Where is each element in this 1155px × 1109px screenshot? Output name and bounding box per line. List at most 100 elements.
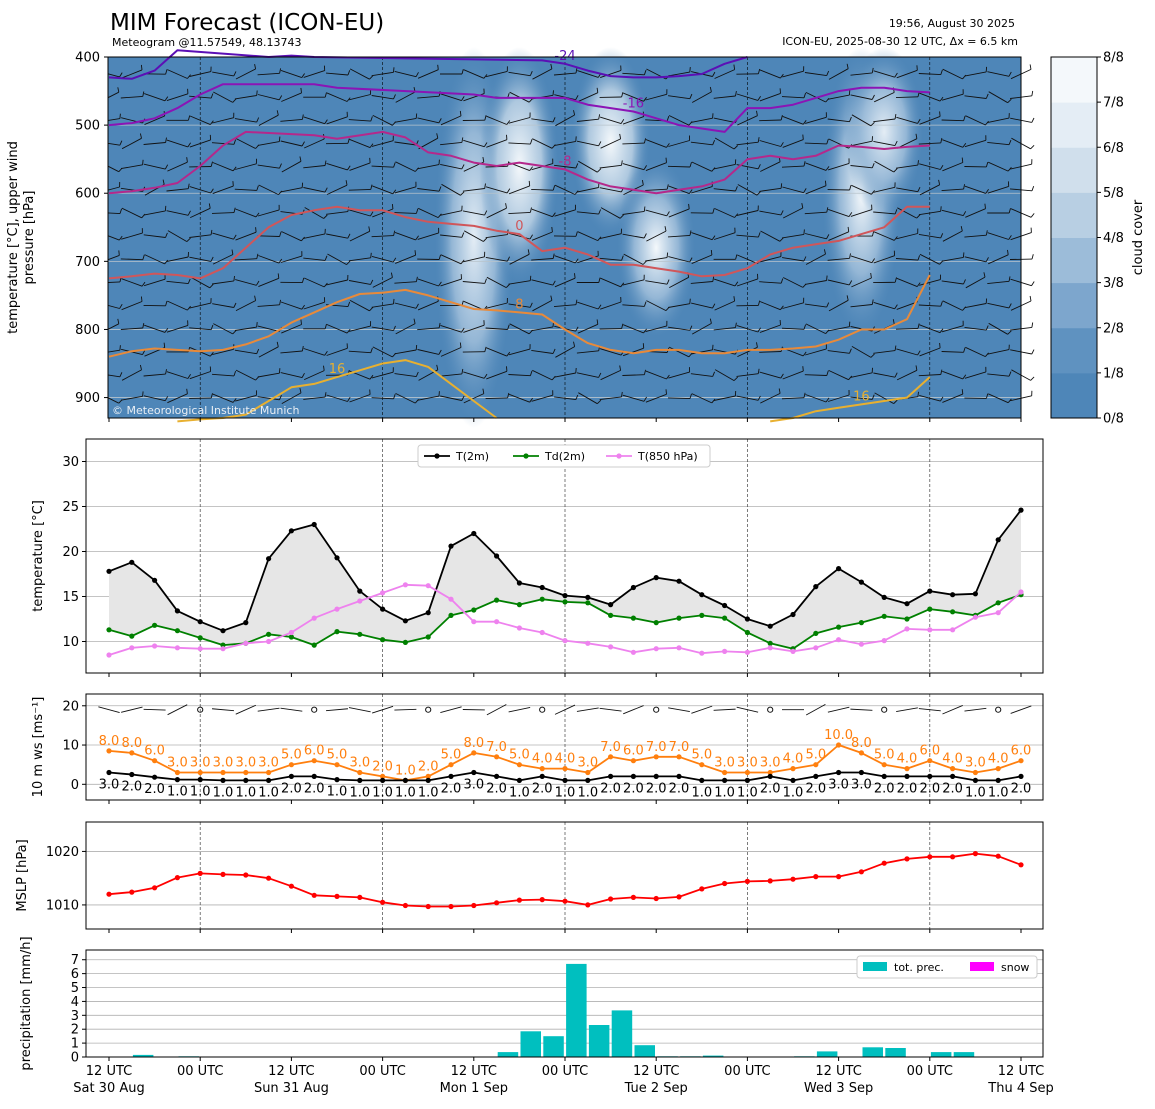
mean-wind-point [790, 778, 795, 783]
surface-wind-barb [668, 708, 690, 712]
series-point [585, 641, 590, 646]
colorbar-tick-label: 4/8 [1103, 231, 1124, 246]
wind-barb-flag [120, 114, 121, 119]
mean-wind-point [722, 778, 727, 783]
series-point [243, 641, 248, 646]
x-tick-label: 00 UTC [724, 1064, 770, 1079]
gust-data-label: 5.0 [691, 748, 712, 763]
mslp-point [198, 871, 203, 876]
gust-data-label: 3.0 [349, 756, 370, 771]
wind-barb-flag [416, 345, 417, 350]
surface-wind-barb [236, 705, 256, 714]
mslp-panel-frame [86, 822, 1043, 929]
mslp-point [220, 872, 225, 877]
series-point [129, 560, 134, 565]
series-point [540, 585, 545, 590]
series-point [676, 616, 681, 621]
mean-wind-data-label: 1.0 [395, 785, 416, 800]
series-point [950, 609, 955, 614]
gust-data-label: 3.0 [258, 756, 279, 771]
surface-wind-barb [600, 708, 622, 711]
series-point [334, 555, 339, 560]
colorbar-swatch [1051, 373, 1097, 419]
mean-wind-data-label: 1.0 [418, 785, 439, 800]
gust-data-label: 2.0 [372, 759, 393, 774]
colorbar-swatch [1051, 238, 1097, 284]
series-point [813, 645, 818, 650]
gust-data-label: 10.0 [824, 728, 853, 743]
mean-wind-point [927, 774, 932, 779]
wind-barb-flag [941, 206, 942, 211]
series-point [768, 645, 773, 650]
surface-wind-barb [942, 705, 962, 714]
wind-barb-flag [1032, 118, 1034, 122]
y-tick-label: 800 [75, 323, 100, 338]
mean-wind-data-label: 2.0 [919, 781, 940, 796]
mean-wind-point [152, 775, 157, 780]
surface-wind-barb [98, 707, 119, 713]
series-point [562, 593, 567, 598]
precip-bar [589, 1025, 610, 1057]
mean-wind-data-label: 3.0 [99, 778, 120, 793]
gust-data-label: 5.0 [327, 748, 348, 763]
y-tick-label: 2 [71, 1023, 79, 1038]
x-day-label: Sat 30 Aug [73, 1081, 145, 1096]
gust-point [540, 766, 545, 771]
gust-data-label: 2.0 [418, 759, 439, 774]
gust-data-label: 3.0 [714, 756, 735, 771]
mslp-point [927, 854, 932, 859]
series-point [426, 634, 431, 639]
wind-barb-flag [120, 345, 121, 350]
gust-data-label: 4.0 [555, 752, 576, 767]
wind-barb-flag [257, 91, 258, 96]
mean-wind-data-label: 1.0 [349, 785, 370, 800]
series-point [813, 584, 818, 589]
mean-wind-data-label: 3.0 [463, 778, 484, 793]
gust-point [654, 754, 659, 759]
y-axis-label-line: temperature [°C] [31, 500, 46, 612]
mslp-point [904, 856, 909, 861]
colorbar-tick-label: 2/8 [1103, 321, 1124, 336]
wind-barb-flag [711, 250, 712, 255]
series-point [106, 569, 111, 574]
isotherm-label: -16 [623, 97, 644, 112]
mslp-point [448, 904, 453, 909]
wind-barb-flag [962, 389, 963, 394]
wind-barb-flag [803, 135, 804, 140]
series-point [334, 629, 339, 634]
mslp-point [973, 851, 978, 856]
y-tick-label: 0 [71, 778, 79, 793]
series-point [266, 639, 271, 644]
y-tick-label: 900 [75, 391, 100, 406]
colorbar-swatch [1051, 147, 1097, 193]
mean-wind-data-label: 1.0 [372, 785, 393, 800]
y-tick-label: 1010 [46, 898, 79, 913]
mean-wind-point [1018, 774, 1023, 779]
mean-wind-point [357, 778, 362, 783]
gust-data-label: 4.0 [532, 752, 553, 767]
surface-wind-barb [623, 706, 643, 714]
series-point [129, 645, 134, 650]
wind-barb-flag [1032, 282, 1035, 286]
wind-barb-flag [803, 366, 804, 371]
mslp-point [699, 886, 704, 891]
series-point [426, 583, 431, 588]
series-point [813, 631, 818, 636]
series-point [608, 644, 613, 649]
series-point [198, 646, 203, 651]
series-point [152, 643, 157, 648]
wind-barb-flag [575, 273, 576, 278]
mean-wind-point [631, 774, 636, 779]
gust-data-label: 6.0 [304, 744, 325, 759]
series-point [289, 630, 294, 635]
series-point [106, 627, 111, 632]
series-point [129, 634, 134, 639]
colorbar-swatch [1051, 283, 1097, 329]
series-point [859, 620, 864, 625]
wind-barb-flag [371, 253, 372, 258]
surface-wind-barb [828, 707, 849, 712]
mean-wind-data-label: 2.0 [897, 781, 918, 796]
series-point [950, 592, 955, 597]
y-axis-label: precipitation [mm/h] [19, 936, 34, 1070]
